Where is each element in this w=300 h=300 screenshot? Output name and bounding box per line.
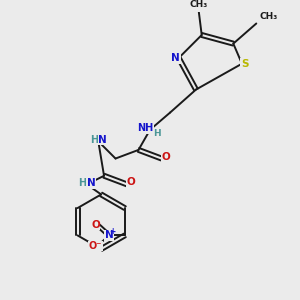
Text: CH₃: CH₃ [190, 0, 208, 9]
Text: O: O [127, 177, 136, 188]
Text: H: H [153, 129, 161, 138]
Text: S: S [241, 59, 249, 69]
Text: CH₃: CH₃ [259, 12, 278, 21]
Text: N: N [172, 53, 180, 63]
Text: N: N [105, 230, 113, 240]
Text: N: N [98, 135, 107, 145]
Text: O⁻: O⁻ [89, 241, 102, 251]
Text: H: H [78, 178, 86, 188]
Text: O: O [91, 220, 100, 230]
Text: H: H [90, 135, 98, 145]
Text: O: O [161, 152, 170, 161]
Text: N: N [87, 178, 95, 188]
Text: +: + [109, 227, 116, 236]
Text: NH: NH [138, 123, 154, 134]
